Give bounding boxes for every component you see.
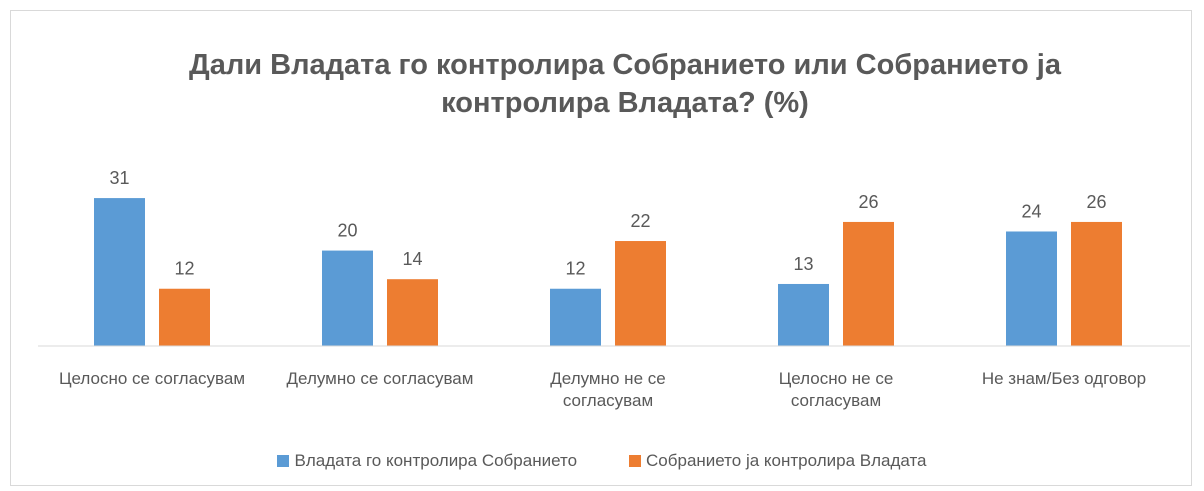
- bar: [778, 283, 829, 346]
- x-tick-label: Не знам/Без одговор: [981, 369, 1147, 388]
- bar: [387, 279, 438, 346]
- legend-swatch: [277, 455, 290, 467]
- bar: [550, 288, 601, 346]
- data-label: 22: [630, 211, 650, 231]
- bar: [159, 288, 210, 346]
- x-tick-label: Делумно се согласувам: [286, 369, 474, 388]
- bar: [843, 221, 894, 346]
- legend-item: Владата го контролира Собранието: [277, 451, 577, 471]
- data-label: 20: [337, 221, 357, 241]
- data-label: 26: [858, 192, 878, 212]
- bar: [94, 198, 145, 346]
- chart-frame: [10, 10, 1192, 486]
- legend-label: Владата го контролира Собранието: [294, 451, 578, 470]
- bar: [322, 250, 373, 346]
- legend-item: Собранието ја контролира Владата: [629, 451, 927, 471]
- legend-swatch: [629, 455, 642, 467]
- data-label: 26: [1086, 192, 1106, 212]
- data-label: 24: [1021, 201, 1041, 221]
- bar: [1071, 221, 1122, 346]
- data-label: 14: [402, 249, 422, 269]
- legend: Владата го контролира Собранието Собрание…: [0, 451, 1204, 471]
- data-label: 12: [565, 259, 585, 279]
- chart-title: Дали Владата го контролира Собранието ил…: [189, 49, 1061, 119]
- legend-label: Собранието ја контролира Владата: [646, 451, 927, 470]
- bar: [615, 241, 666, 346]
- x-tick-label: Целосно не се согласувам: [778, 369, 894, 410]
- x-tick-label: Целосно се согласувам: [58, 369, 246, 388]
- x-tick-label: Делумно не се согласувам: [550, 369, 666, 410]
- data-label: 31: [109, 168, 129, 188]
- data-label: 13: [793, 254, 813, 274]
- data-label: 12: [174, 259, 194, 279]
- bar: [1006, 231, 1057, 346]
